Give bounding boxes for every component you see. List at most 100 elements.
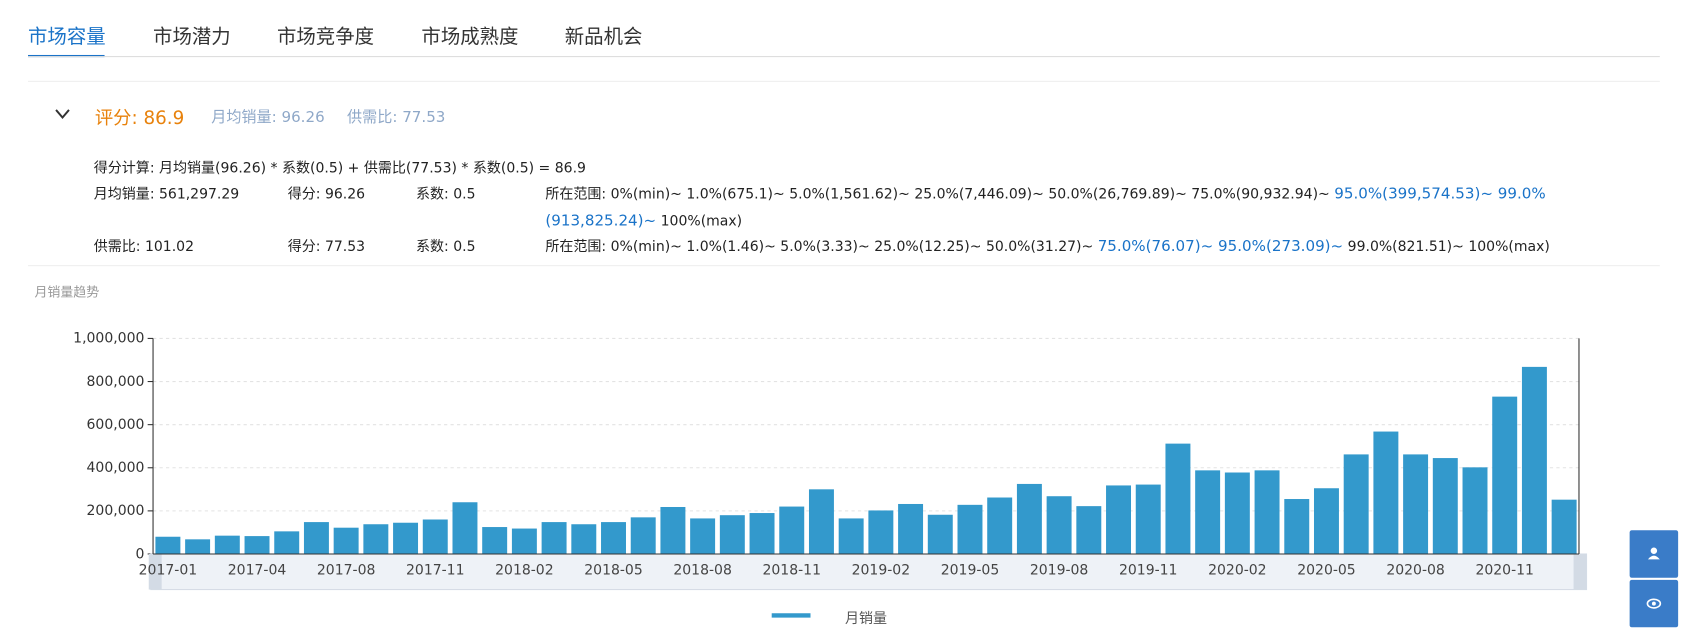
- bar: [452, 502, 478, 554]
- bar: [333, 527, 359, 554]
- bar: [660, 506, 686, 554]
- divider: [28, 265, 1660, 267]
- collapse-icon[interactable]: [54, 107, 71, 122]
- tab[interactable]: 市场竞争度: [276, 25, 374, 49]
- bar: [690, 518, 716, 554]
- bar: [1492, 396, 1518, 554]
- row-coef: 系数: 0.5: [416, 239, 476, 256]
- bar: [244, 536, 270, 554]
- bar: [155, 536, 181, 554]
- x-tick-label: 2020-02: [1208, 562, 1267, 578]
- row-name: 月均销量: 561,297.29: [93, 186, 240, 203]
- x-tick-label: 2019-11: [1119, 562, 1177, 578]
- bar: [393, 522, 419, 554]
- y-tick-label: 200,000: [87, 503, 145, 519]
- bar: [1254, 470, 1280, 554]
- x-tick-label: 2019-02: [852, 562, 911, 578]
- divider: [28, 80, 1660, 82]
- y-tick-label: 600,000: [87, 417, 145, 433]
- score-ratio: 供需比: 77.53: [347, 108, 446, 127]
- chart-title: 月销量趋势: [34, 284, 100, 300]
- bar: [957, 504, 983, 554]
- x-tick-label: 2017-08: [317, 562, 376, 578]
- tab[interactable]: 新品机会: [564, 25, 643, 49]
- bar: [1224, 472, 1250, 554]
- bar: [1373, 431, 1399, 554]
- bar: [868, 510, 894, 554]
- bar: [1462, 467, 1488, 554]
- zoom-handle: [148, 553, 162, 590]
- bar: [1135, 484, 1161, 554]
- x-tick-label: 2020-08: [1386, 562, 1445, 578]
- bar: [1403, 454, 1429, 554]
- bar: [898, 503, 924, 554]
- bar: [511, 528, 537, 554]
- y-tick-label: 800,000: [87, 374, 145, 390]
- row-score: 得分: 96.26: [287, 186, 366, 203]
- bar: [630, 517, 656, 554]
- bar: [303, 522, 329, 554]
- bar: [1551, 499, 1577, 554]
- row-range: 所在范围: 0%(min)~ 1.0%(675.1)~ 5.0%(1,561.6…: [545, 181, 1612, 235]
- tab[interactable]: 市场容量: [28, 25, 106, 49]
- bar: [808, 489, 834, 554]
- x-tick-label: 2019-08: [1030, 562, 1089, 578]
- y-tick-label: 1,000,000: [73, 331, 144, 347]
- range-segment: 95.0%(399,574.53)~ 99.0%(913,825.24)~: [545, 185, 1546, 230]
- bar: [1313, 488, 1339, 554]
- bar: [838, 518, 864, 554]
- bar: [927, 514, 953, 554]
- row-range: 所在范围: 0%(min)~ 1.0%(1.46)~ 5.0%(3.33)~ 2…: [545, 234, 1612, 261]
- x-tick-label: 2020-05: [1297, 562, 1356, 578]
- x-tick-label: 2018-08: [673, 562, 732, 578]
- row-score: 得分: 77.53: [287, 239, 366, 256]
- bar: [749, 513, 775, 554]
- tab[interactable]: 市场成熟度: [421, 25, 519, 49]
- bar: [214, 535, 240, 554]
- bar: [1432, 458, 1458, 554]
- x-tick-label: 2017-01: [139, 562, 197, 578]
- range-segment: 99.0%(821.51)~ 100%(max): [1343, 239, 1550, 256]
- x-tick-label: 2018-02: [495, 562, 554, 578]
- formula: 得分计算: 月均销量(96.26) * 系数(0.5) + 供需比(77.53)…: [93, 160, 586, 177]
- bar: [1016, 483, 1042, 554]
- view-button[interactable]: [1629, 579, 1679, 628]
- bar: [1521, 366, 1547, 554]
- score-sales: 月均销量: 96.26: [211, 108, 325, 127]
- user-button[interactable]: [1629, 530, 1679, 578]
- range-segment: 75.0%(76.07)~ 95.0%(273.09)~: [1097, 238, 1344, 256]
- bar: [363, 524, 389, 554]
- x-tick-label: 2018-05: [584, 562, 643, 578]
- bar: [482, 527, 508, 554]
- bar: [274, 531, 300, 554]
- x-tick-label: 2017-11: [406, 562, 465, 578]
- bar: [719, 515, 745, 554]
- bar: [779, 506, 805, 554]
- bar: [1046, 496, 1072, 554]
- legend-label: 月销量: [845, 611, 887, 627]
- bar: [541, 522, 567, 554]
- bar: [1343, 454, 1369, 554]
- bar: [1076, 506, 1102, 554]
- bar: [1284, 499, 1310, 554]
- bar: [1165, 443, 1191, 554]
- x-tick-label: 2018-11: [762, 562, 821, 578]
- bar: [987, 497, 1013, 554]
- y-tick-label: 0: [136, 546, 145, 562]
- row-coef: 系数: 0.5: [416, 186, 476, 203]
- bar: [422, 519, 448, 554]
- tab[interactable]: 市场潜力: [153, 25, 231, 49]
- row-name: 供需比: 101.02: [93, 239, 195, 256]
- zoom-slider: [150, 553, 1588, 591]
- zoom-handle: [1573, 553, 1587, 590]
- x-tick-label: 2020-11: [1475, 562, 1534, 578]
- bar: [601, 522, 626, 554]
- x-tick-label: 2017-04: [228, 562, 287, 578]
- range-segment: 所在范围: 0%(min)~ 1.0%(1.46)~ 5.0%(3.33)~ 2…: [545, 239, 1098, 256]
- bar: [571, 524, 597, 554]
- bar: [185, 539, 211, 554]
- x-tick-label: 2019-05: [941, 562, 1000, 578]
